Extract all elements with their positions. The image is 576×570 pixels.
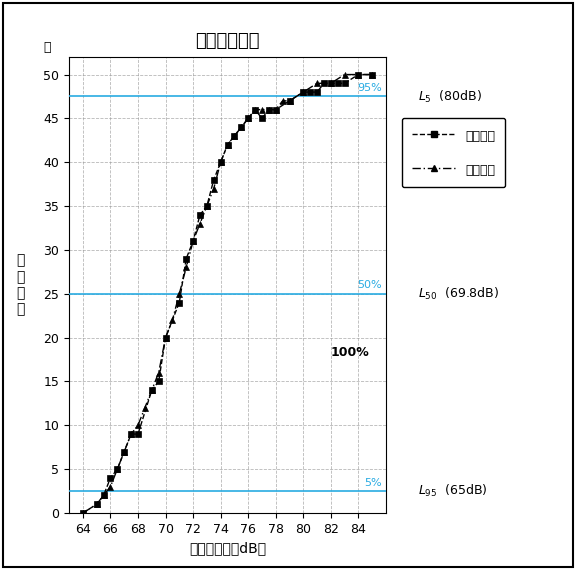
- Text: 回: 回: [43, 41, 51, 54]
- 直線近似: [231, 132, 238, 139]
- 直線近似: [100, 492, 107, 499]
- 修正曲線: [313, 80, 320, 87]
- 修正曲線: [272, 106, 279, 113]
- 修正曲線: [286, 97, 293, 104]
- Text: 累
積
度
数: 累 積 度 数: [16, 254, 24, 316]
- Title: 累積度数分布: 累積度数分布: [195, 32, 260, 50]
- Text: $L_{50}$  (69.8dB): $L_{50}$ (69.8dB): [418, 286, 499, 302]
- 直線近似: [252, 106, 259, 113]
- 修正曲線: [203, 203, 210, 210]
- 修正曲線: [190, 238, 196, 245]
- 直線近似: [128, 431, 135, 438]
- 直線近似: [176, 299, 183, 306]
- 直線近似: [320, 80, 327, 87]
- Text: 50%: 50%: [357, 280, 382, 290]
- 直線近似: [121, 448, 128, 455]
- Line: 修正曲線: 修正曲線: [79, 71, 376, 516]
- 直線近似: [183, 255, 190, 262]
- 直線近似: [224, 141, 231, 148]
- Text: $L_5$  (80dB): $L_5$ (80dB): [418, 88, 482, 104]
- 直線近似: [266, 106, 272, 113]
- 直線近似: [155, 378, 162, 385]
- 修正曲線: [259, 106, 266, 113]
- 直線近似: [286, 97, 293, 104]
- 修正曲線: [210, 185, 217, 192]
- 直線近似: [245, 115, 252, 122]
- 直線近似: [369, 71, 376, 78]
- 修正曲線: [142, 404, 149, 411]
- 直線近似: [196, 211, 203, 218]
- 修正曲線: [128, 431, 135, 438]
- 修正曲線: [162, 334, 169, 341]
- 修正曲線: [245, 115, 252, 122]
- 直線近似: [306, 89, 313, 96]
- 直線近似: [334, 80, 341, 87]
- Text: $L_{95}$  (65dB): $L_{95}$ (65dB): [418, 483, 487, 499]
- 修正曲線: [327, 80, 334, 87]
- 直線近似: [259, 115, 266, 122]
- 修正曲線: [238, 124, 245, 131]
- 修正曲線: [341, 71, 348, 78]
- 直線近似: [217, 159, 224, 166]
- Text: 100%: 100%: [331, 347, 370, 359]
- 直線近似: [341, 80, 348, 87]
- 修正曲線: [231, 132, 238, 139]
- Line: 直線近似: 直線近似: [79, 71, 376, 516]
- 修正曲線: [176, 290, 183, 297]
- 修正曲線: [196, 220, 203, 227]
- Legend: 直線近似, 修正曲線: 直線近似, 修正曲線: [401, 118, 505, 187]
- 直線近似: [203, 203, 210, 210]
- 直線近似: [135, 431, 142, 438]
- 直線近似: [327, 80, 334, 87]
- 修正曲線: [224, 141, 231, 148]
- 修正曲線: [355, 71, 362, 78]
- 直線近似: [355, 71, 362, 78]
- 直線近似: [114, 466, 121, 473]
- 修正曲線: [107, 483, 114, 490]
- 直線近似: [238, 124, 245, 131]
- 直線近似: [272, 106, 279, 113]
- X-axis label: 騒音レベル（dB）: 騒音レベル（dB）: [189, 542, 266, 555]
- 修正曲線: [369, 71, 376, 78]
- 修正曲線: [155, 369, 162, 376]
- 修正曲線: [279, 97, 286, 104]
- 直線近似: [93, 501, 100, 508]
- 直線近似: [313, 89, 320, 96]
- 修正曲線: [252, 106, 259, 113]
- 修正曲線: [100, 492, 107, 499]
- Text: 5%: 5%: [364, 478, 382, 487]
- 直線近似: [148, 387, 155, 394]
- 修正曲線: [148, 387, 155, 394]
- Text: 95%: 95%: [357, 83, 382, 93]
- 直線近似: [107, 474, 114, 481]
- 修正曲線: [114, 466, 121, 473]
- 修正曲線: [183, 264, 190, 271]
- 修正曲線: [300, 89, 307, 96]
- 修正曲線: [93, 501, 100, 508]
- 修正曲線: [266, 106, 272, 113]
- 直線近似: [300, 89, 307, 96]
- 修正曲線: [217, 159, 224, 166]
- 直線近似: [79, 510, 86, 516]
- 修正曲線: [79, 510, 86, 516]
- 修正曲線: [121, 448, 128, 455]
- 直線近似: [190, 238, 196, 245]
- 修正曲線: [135, 422, 142, 429]
- 直線近似: [210, 176, 217, 183]
- 直線近似: [162, 334, 169, 341]
- 修正曲線: [169, 317, 176, 324]
